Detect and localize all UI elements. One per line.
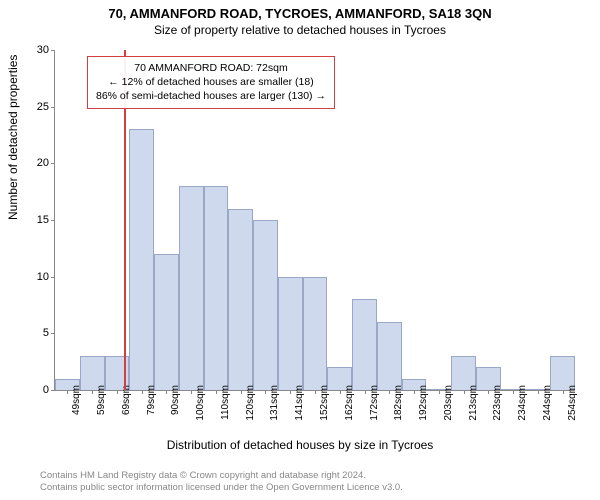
x-tick-label: 182sqm xyxy=(393,385,404,429)
callout-line3: 86% of semi-detached houses are larger (… xyxy=(96,89,326,103)
x-tick-label: 254sqm xyxy=(567,385,578,429)
x-tick-label: 213sqm xyxy=(468,385,479,429)
y-tick-mark xyxy=(51,107,55,108)
y-tick-label: 5 xyxy=(21,327,49,339)
callout-line2: ← 12% of detached houses are smaller (18… xyxy=(96,75,326,89)
x-tick-label: 141sqm xyxy=(294,385,305,429)
x-tick-label: 203sqm xyxy=(443,385,454,429)
x-tick-label: 59sqm xyxy=(96,385,107,429)
x-tick-mark xyxy=(117,390,118,394)
x-tick-mark xyxy=(563,390,564,394)
x-tick-mark xyxy=(241,390,242,394)
x-tick-mark xyxy=(92,390,93,394)
page-title: 70, AMMANFORD ROAD, TYCROES, AMMANFORD, … xyxy=(0,0,600,21)
x-tick-label: 192sqm xyxy=(418,385,429,429)
x-tick-label: 90sqm xyxy=(170,385,181,429)
y-tick-mark xyxy=(51,163,55,164)
attribution-line1: Contains HM Land Registry data © Crown c… xyxy=(40,470,403,482)
x-tick-mark xyxy=(365,390,366,394)
y-tick-mark xyxy=(51,390,55,391)
callout-line1: 70 AMMANFORD ROAD: 72sqm xyxy=(96,61,326,75)
y-tick-label: 0 xyxy=(21,384,49,396)
x-tick-label: 234sqm xyxy=(517,385,528,429)
histogram-bar xyxy=(204,186,229,390)
y-tick-label: 25 xyxy=(21,101,49,113)
y-axis-label: Number of detached properties xyxy=(6,55,20,220)
x-tick-mark xyxy=(67,390,68,394)
x-tick-label: 100sqm xyxy=(195,385,206,429)
y-tick-mark xyxy=(51,333,55,334)
x-tick-mark xyxy=(142,390,143,394)
x-tick-mark xyxy=(464,390,465,394)
x-tick-label: 244sqm xyxy=(542,385,553,429)
x-tick-label: 110sqm xyxy=(220,385,231,429)
page-subtitle: Size of property relative to detached ho… xyxy=(0,21,600,37)
x-tick-label: 131sqm xyxy=(269,385,280,429)
x-tick-label: 49sqm xyxy=(71,385,82,429)
histogram-bar xyxy=(303,277,328,390)
y-tick-mark xyxy=(51,277,55,278)
x-tick-mark xyxy=(166,390,167,394)
x-tick-mark xyxy=(439,390,440,394)
histogram-bar xyxy=(179,186,204,390)
histogram-bar xyxy=(377,322,402,390)
x-tick-mark xyxy=(538,390,539,394)
callout-box: 70 AMMANFORD ROAD: 72sqm ← 12% of detach… xyxy=(87,56,335,109)
y-tick-label: 20 xyxy=(21,157,49,169)
x-tick-mark xyxy=(340,390,341,394)
x-tick-label: 69sqm xyxy=(121,385,132,429)
x-tick-mark xyxy=(216,390,217,394)
histogram-bar xyxy=(129,129,154,390)
x-tick-mark xyxy=(290,390,291,394)
x-tick-label: 223sqm xyxy=(492,385,503,429)
x-tick-mark xyxy=(488,390,489,394)
y-tick-mark xyxy=(51,220,55,221)
y-tick-label: 15 xyxy=(21,214,49,226)
x-tick-mark xyxy=(265,390,266,394)
x-tick-mark xyxy=(414,390,415,394)
x-tick-label: 79sqm xyxy=(146,385,157,429)
y-tick-mark xyxy=(51,50,55,51)
chart-container: 70, AMMANFORD ROAD, TYCROES, AMMANFORD, … xyxy=(0,0,600,500)
attribution: Contains HM Land Registry data © Crown c… xyxy=(40,470,403,494)
x-tick-mark xyxy=(191,390,192,394)
x-axis-label: Distribution of detached houses by size … xyxy=(0,438,600,452)
y-tick-label: 30 xyxy=(21,44,49,56)
x-tick-mark xyxy=(513,390,514,394)
attribution-line2: Contains public sector information licen… xyxy=(40,482,403,494)
chart-area: 05101520253049sqm59sqm69sqm79sqm90sqm100… xyxy=(54,50,574,390)
plot-region: 05101520253049sqm59sqm69sqm79sqm90sqm100… xyxy=(54,50,575,391)
histogram-bar xyxy=(352,299,377,390)
x-tick-mark xyxy=(315,390,316,394)
x-tick-label: 152sqm xyxy=(319,385,330,429)
histogram-bar xyxy=(253,220,278,390)
histogram-bar xyxy=(278,277,303,390)
x-tick-label: 172sqm xyxy=(369,385,380,429)
x-tick-label: 162sqm xyxy=(344,385,355,429)
histogram-bar xyxy=(154,254,179,390)
histogram-bar xyxy=(228,209,253,390)
y-tick-label: 10 xyxy=(21,271,49,283)
x-tick-label: 120sqm xyxy=(245,385,256,429)
x-tick-mark xyxy=(389,390,390,394)
